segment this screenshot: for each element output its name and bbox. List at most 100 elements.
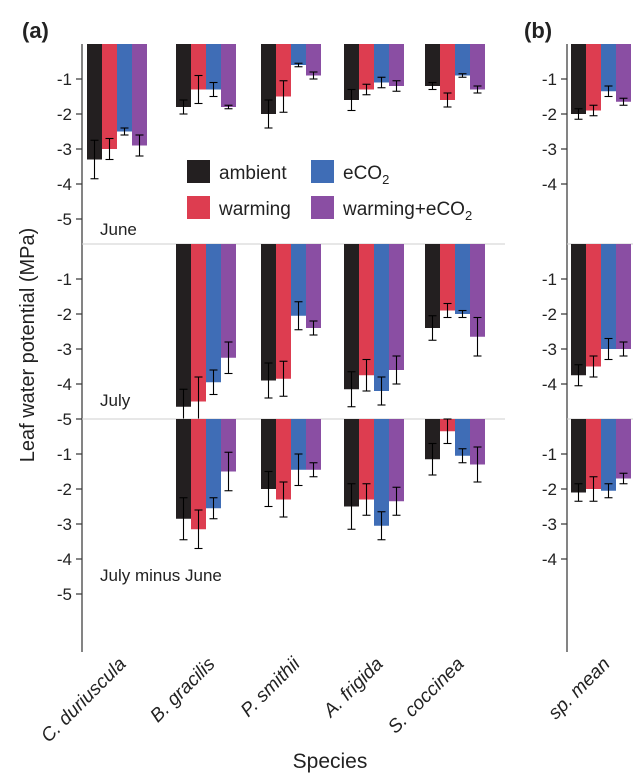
error-bar: [347, 88, 356, 112]
y-tick-label: -3: [542, 340, 557, 359]
error-bar: [135, 134, 144, 157]
bar-warming-eco2: [221, 244, 236, 358]
error-bar: [309, 462, 318, 478]
row-2: -1 -2 -3 -4: [542, 418, 633, 569]
x-tick-label: S. coccinea: [384, 654, 468, 738]
legend: ambient eCO2 warming warming+eCO2: [187, 160, 472, 223]
bar-eco2: [601, 419, 616, 491]
error-bar: [362, 358, 371, 392]
row-0: -1 -2 -3 -4 -5 June: [57, 44, 485, 239]
error-bar: [473, 316, 482, 357]
error-bar: [604, 337, 613, 361]
bar-warming-eco2: [132, 44, 147, 146]
y-tick-label: -1: [57, 445, 72, 464]
bar-warming: [359, 244, 374, 376]
bar-warming-eco2: [389, 44, 404, 86]
bar-eco2: [601, 44, 616, 92]
legend-label: warming+eCO2: [342, 199, 472, 223]
y-tick-label: -1: [542, 445, 557, 464]
error-bar: [574, 364, 583, 387]
error-bar: [458, 73, 467, 78]
y-tick-label: -4: [542, 550, 557, 569]
legend-swatch: [187, 160, 210, 183]
bar-ambient: [425, 419, 440, 460]
legend-label: warming: [218, 199, 291, 220]
y-tick-label: -4: [57, 550, 72, 569]
bar-warming-eco2: [616, 44, 631, 102]
y-tick-label: -3: [57, 140, 72, 159]
bar-eco2: [291, 44, 306, 65]
bar-warming-eco2: [470, 419, 485, 465]
bar-warming: [191, 419, 206, 530]
bar-ambient: [571, 244, 586, 376]
legend-item: ambient: [187, 160, 287, 184]
y-tick-label: -2: [57, 480, 72, 499]
error-bar: [574, 108, 583, 120]
bar-warming-eco2: [389, 419, 404, 502]
bar-warming-eco2: [306, 244, 321, 328]
y-tick-label: -4: [57, 175, 72, 194]
error-bar: [294, 62, 303, 68]
row-label: July minus June: [100, 566, 222, 585]
y-tick-label: -1: [542, 270, 557, 289]
error-bar: [120, 127, 129, 136]
bar-ambient: [425, 244, 440, 328]
error-bar: [574, 483, 583, 502]
bar-warming-eco2: [470, 244, 485, 337]
bar-ambient: [571, 44, 586, 114]
error-bar: [347, 371, 356, 408]
x-tick-label: B. gracilis: [146, 653, 219, 726]
error-bar: [309, 320, 318, 336]
legend-item: warming: [187, 196, 291, 220]
error-bar: [458, 448, 467, 464]
bar-warming: [440, 44, 455, 100]
bar-warming: [191, 44, 206, 90]
error-bar: [105, 137, 114, 161]
error-bar: [179, 99, 188, 115]
error-bar: [90, 139, 99, 180]
legend-swatch: [311, 196, 334, 219]
row-2: -1 -2 -3 -4 -5 July minus June: [57, 418, 505, 604]
error-bar: [619, 341, 628, 357]
error-bar: [224, 341, 233, 375]
error-bar: [392, 486, 401, 516]
bar-eco2: [206, 419, 221, 509]
bar-warming: [359, 419, 374, 500]
error-bar: [473, 446, 482, 483]
error-bar: [589, 104, 598, 117]
bar-warming-eco2: [221, 44, 236, 107]
error-bar: [392, 80, 401, 92]
bar-ambient: [571, 419, 586, 493]
y-tick-label: -5: [57, 410, 72, 429]
bar-eco2: [455, 244, 470, 314]
panel-b: -1 -2 -3 -4 -1 -2 -3 -4 -1 -2 -3 -4 sp. mean: [542, 44, 633, 724]
legend-label: eCO2: [343, 163, 389, 187]
row-1: -1 -2 -3 -4: [542, 243, 633, 394]
y-tick-label: -1: [542, 70, 557, 89]
row-0: -1 -2 -3 -4: [542, 44, 631, 194]
error-bar: [194, 74, 203, 105]
bar-warming: [276, 419, 291, 500]
y-tick-label: -2: [542, 305, 557, 324]
x-tick-label: P. smithii: [237, 653, 305, 721]
bar-warming-eco2: [221, 419, 236, 472]
error-bar: [619, 97, 628, 106]
y-tick-label: -3: [542, 140, 557, 159]
error-bar: [428, 442, 437, 476]
y-axis-title: Leaf water potential (MPa): [17, 228, 39, 463]
bar-warming-eco2: [306, 419, 321, 470]
row-1: -1 -2 -3 -4 -5 July: [57, 243, 505, 429]
error-bar: [294, 453, 303, 487]
error-bar: [294, 301, 303, 331]
x-tick-label: C. duriuscula: [37, 654, 130, 747]
error-bar: [589, 476, 598, 502]
error-bar: [443, 418, 452, 445]
panel-a: -1 -2 -3 -4 -5 June -1 -2 -3 -4 -5 July -1 -2 -3 -4 -5 Ju…: [37, 44, 505, 747]
bar-warming-eco2: [616, 244, 631, 349]
bar-warming: [359, 44, 374, 90]
error-bar: [428, 81, 437, 91]
y-tick-label: -2: [542, 105, 557, 124]
y-tick-label: -4: [57, 375, 72, 394]
error-bar: [209, 369, 218, 396]
bar-ambient: [344, 419, 359, 507]
